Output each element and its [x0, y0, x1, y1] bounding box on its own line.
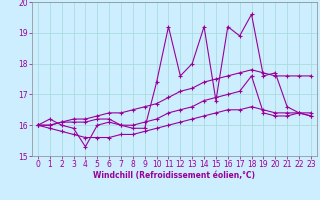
X-axis label: Windchill (Refroidissement éolien,°C): Windchill (Refroidissement éolien,°C): [93, 171, 255, 180]
